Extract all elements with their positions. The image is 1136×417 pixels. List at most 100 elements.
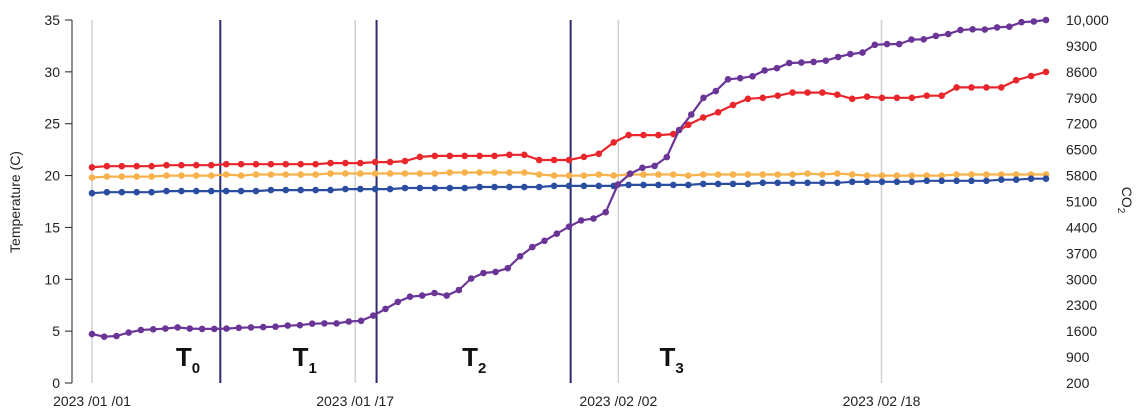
series-0-point-13 (282, 160, 290, 168)
series-1-point-60 (983, 171, 990, 178)
series-0-point-64 (1042, 68, 1050, 76)
series-1-point-23 (431, 170, 439, 177)
series-2-point-33 (580, 182, 588, 190)
series-3-point-58 (798, 59, 805, 66)
series-2-point-46 (774, 179, 781, 187)
series-3-point-2 (113, 332, 120, 340)
series-1-point-0 (88, 174, 96, 181)
series-2-point-48 (804, 179, 811, 187)
series-2-point-52 (863, 178, 871, 186)
series-0-point-62 (1012, 76, 1020, 84)
series-0-point-10 (237, 160, 245, 168)
series-1-point-26 (476, 169, 483, 176)
series-3-point-33 (492, 268, 499, 276)
series-3-point-30 (455, 286, 463, 294)
period-label-2: T2 (462, 342, 486, 377)
series-0-point-32 (565, 156, 573, 164)
series-2-point-38 (655, 181, 662, 189)
series-1-point-21 (401, 170, 409, 177)
series-2-point-54 (893, 178, 901, 186)
series-2 (88, 175, 1050, 197)
series-3-point-47 (663, 153, 671, 161)
series-0-point-46 (774, 92, 781, 99)
series-1-point-35 (610, 172, 617, 179)
series-1-point-61 (998, 171, 1005, 178)
series-3-point-60 (822, 57, 830, 64)
series-2-point-25 (461, 184, 469, 192)
series-1-point-12 (267, 171, 275, 178)
series-2-point-6 (178, 187, 185, 195)
series-3-point-49 (688, 111, 695, 118)
series-0-point-25 (461, 152, 469, 160)
series-2-point-3 (133, 188, 140, 196)
series-2-point-36 (625, 181, 632, 189)
x-tick-label-1: 2023 /01 /17 (316, 393, 394, 409)
series-1-point-59 (968, 171, 975, 178)
series-2-point-26 (476, 183, 483, 191)
series-0-point-12 (267, 160, 275, 168)
series-0-point-24 (446, 152, 454, 160)
series-0-point-31 (550, 156, 558, 164)
series-3-point-3 (125, 329, 132, 336)
series-2-point-31 (550, 182, 558, 190)
series-3-point-46 (651, 162, 658, 170)
series-0-point-11 (252, 160, 260, 168)
series-0-point-17 (342, 159, 349, 167)
series-0-point-0 (88, 164, 96, 171)
series-0-point-42 (714, 109, 722, 116)
series-1-point-2 (118, 173, 126, 180)
series-1-point-41 (699, 171, 707, 178)
y-right-tick-label-1: 900 (1066, 349, 1090, 365)
y-right-tick-label-11: 7900 (1066, 90, 1097, 106)
series-3-point-71 (957, 26, 964, 34)
series-3-point-0 (88, 330, 96, 338)
y-right-tick-label-12: 8600 (1066, 64, 1097, 80)
series-1-point-27 (491, 169, 498, 176)
series-3-point-18 (308, 320, 316, 328)
period-label-0-letter: T (176, 342, 192, 372)
y-left-tick-label-6: 30 (44, 64, 60, 80)
series-layer (88, 16, 1050, 341)
series-3-point-78 (1042, 16, 1050, 24)
series-1-point-24 (446, 169, 454, 176)
series-0-point-55 (908, 94, 916, 102)
series-2-point-42 (714, 180, 722, 188)
series-1-point-8 (208, 172, 215, 179)
series-3-point-38 (553, 230, 561, 237)
y-axis-right-title: CO2 (1115, 187, 1135, 214)
series-3-point-15 (272, 323, 279, 331)
series-1-point-38 (655, 171, 662, 178)
series-2-point-28 (506, 183, 513, 191)
series-1-point-34 (595, 171, 603, 178)
series-0-point-38 (655, 131, 662, 139)
series-2-point-63 (1027, 175, 1035, 182)
series-1-point-55 (908, 172, 916, 179)
y-left-tick-label-3: 15 (44, 219, 60, 235)
y-left-tick-label-7: 35 (44, 12, 60, 28)
series-1-point-62 (1012, 171, 1020, 178)
series-3-point-10 (211, 325, 218, 333)
series-1-point-48 (804, 170, 811, 177)
series-1-point-33 (580, 172, 588, 179)
series-0-point-58 (953, 84, 960, 91)
series-0-point-29 (521, 151, 528, 159)
series-2-point-0 (88, 189, 96, 197)
series-3-point-77 (1030, 18, 1038, 25)
series-2-point-30 (535, 183, 543, 191)
series-0-point-61 (998, 84, 1005, 91)
series-3-point-43 (614, 181, 622, 188)
period-label-2-subscript: 2 (478, 360, 486, 377)
series-3-point-39 (565, 223, 573, 230)
series-3-point-7 (174, 324, 181, 331)
series-3-point-75 (1006, 23, 1013, 31)
series-1-point-1 (103, 173, 111, 180)
series-2-point-10 (237, 187, 245, 195)
series-2-point-64 (1042, 175, 1050, 182)
series-3-point-25 (394, 298, 402, 306)
series-2-point-2 (118, 188, 126, 196)
y-left-tick-label-2: 10 (44, 271, 60, 287)
series-0-point-53 (878, 94, 886, 102)
series-1-point-51 (848, 171, 856, 178)
series-2-point-37 (640, 181, 647, 189)
